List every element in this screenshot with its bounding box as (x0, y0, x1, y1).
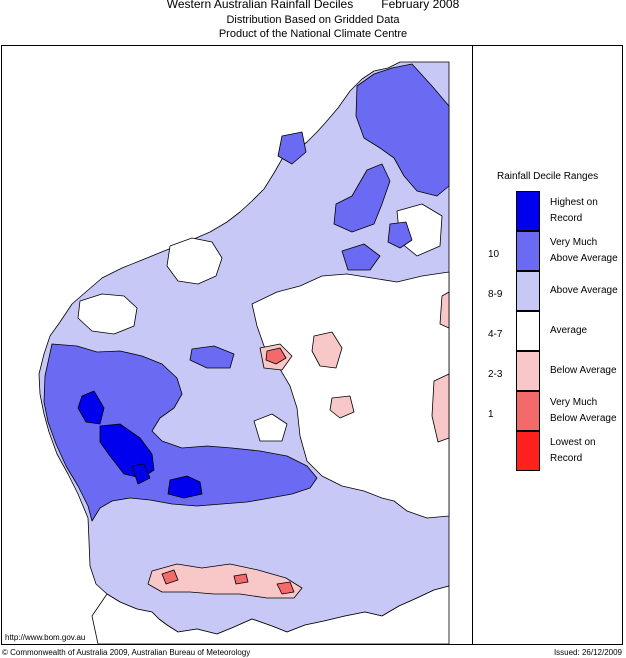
legend-swatch-above (516, 271, 540, 311)
legend-row-very-much-above: Very Much Above Average 10 (0, 231, 626, 271)
legend-label-very-much-below: Very Much Below Average (550, 397, 617, 424)
legend-range-2-3: 2-3 (488, 369, 503, 380)
highest-record-4 (131, 463, 151, 485)
legend-swatch-average (516, 311, 540, 351)
very-much-above-northeast (355, 63, 450, 197)
very-much-above-coast (277, 131, 307, 165)
footer-issued-date: Issued: 26/12/2009 (553, 648, 622, 657)
rainfall-decile-map (38, 61, 450, 644)
legend-label-below: Below Average (550, 365, 617, 376)
very-much-above-kimberley (341, 243, 381, 271)
legend-row-below: Below Average 2-3 (0, 351, 626, 391)
legend-row-above: Above Average 8-9 (0, 271, 626, 311)
very-much-above-small (189, 345, 235, 369)
subtitle-line2: Product of the National Climate Centre (218, 28, 408, 40)
legend-range-10: 10 (488, 249, 500, 260)
legend-divider (472, 45, 473, 645)
very-much-below-4 (233, 573, 249, 585)
average-region-north (166, 237, 223, 285)
below-average-central (311, 331, 343, 369)
legend-title: Rainfall Decile Ranges (497, 171, 599, 182)
map-frame (1, 45, 623, 645)
legend-swatch-highest (516, 191, 540, 231)
below-average-south (147, 563, 303, 599)
legend-row-very-much-below: Very Much Below Average 1 (0, 391, 626, 431)
legend-row-average: Average 4-7 (0, 311, 626, 351)
legend-label-lowest: Lowest on Record (550, 437, 596, 464)
below-average-central2 (329, 395, 355, 419)
footer-url[interactable]: http://www.bom.gov.au (5, 633, 86, 642)
legend-swatch-very-much-below (516, 391, 540, 431)
below-average-east (431, 373, 450, 443)
legend-label-average: Average (550, 325, 588, 336)
very-much-below-1 (265, 347, 287, 365)
title-period: February 2008 (381, 0, 460, 11)
legend-row-highest: Highest on Record (0, 191, 626, 231)
legend-label-very-much-above: Very Much Above Average (550, 237, 618, 264)
legend-range-4-7: 4-7 (488, 329, 503, 340)
average-patch (253, 413, 288, 442)
average-region-central (251, 271, 450, 519)
legend-row-lowest: Lowest on Record (0, 431, 626, 471)
legend-range-8-9: 8-9 (488, 289, 503, 300)
title-main: Western Australian Rainfall Deciles (166, 0, 354, 11)
very-much-above-pilbara (333, 163, 391, 233)
legend-swatch-lowest (516, 431, 540, 471)
highest-record-1 (77, 390, 105, 425)
very-much-above-southwest (43, 343, 318, 522)
very-much-below-3 (276, 581, 295, 595)
very-much-below-2 (161, 569, 179, 585)
map-title: Western Australian Rainfall Deciles Febru… (0, 0, 626, 11)
footer-copyright: © Commonwealth of Australia 2009, Austra… (2, 648, 251, 657)
legend-swatch-very-much-above (516, 231, 540, 271)
very-much-above-east2 (387, 221, 413, 249)
highest-record-3 (167, 475, 203, 499)
legend-label-above: Above Average (550, 285, 618, 296)
legend-range-1: 1 (488, 409, 494, 420)
subtitle-line1: Distribution Based on Gridded Data (226, 14, 400, 26)
average-region-south (91, 585, 450, 644)
legend-swatch-below (516, 351, 540, 391)
legend-label-highest: Highest on Record (550, 197, 598, 224)
average-region-west (77, 293, 138, 335)
below-average-east2 (439, 291, 450, 329)
